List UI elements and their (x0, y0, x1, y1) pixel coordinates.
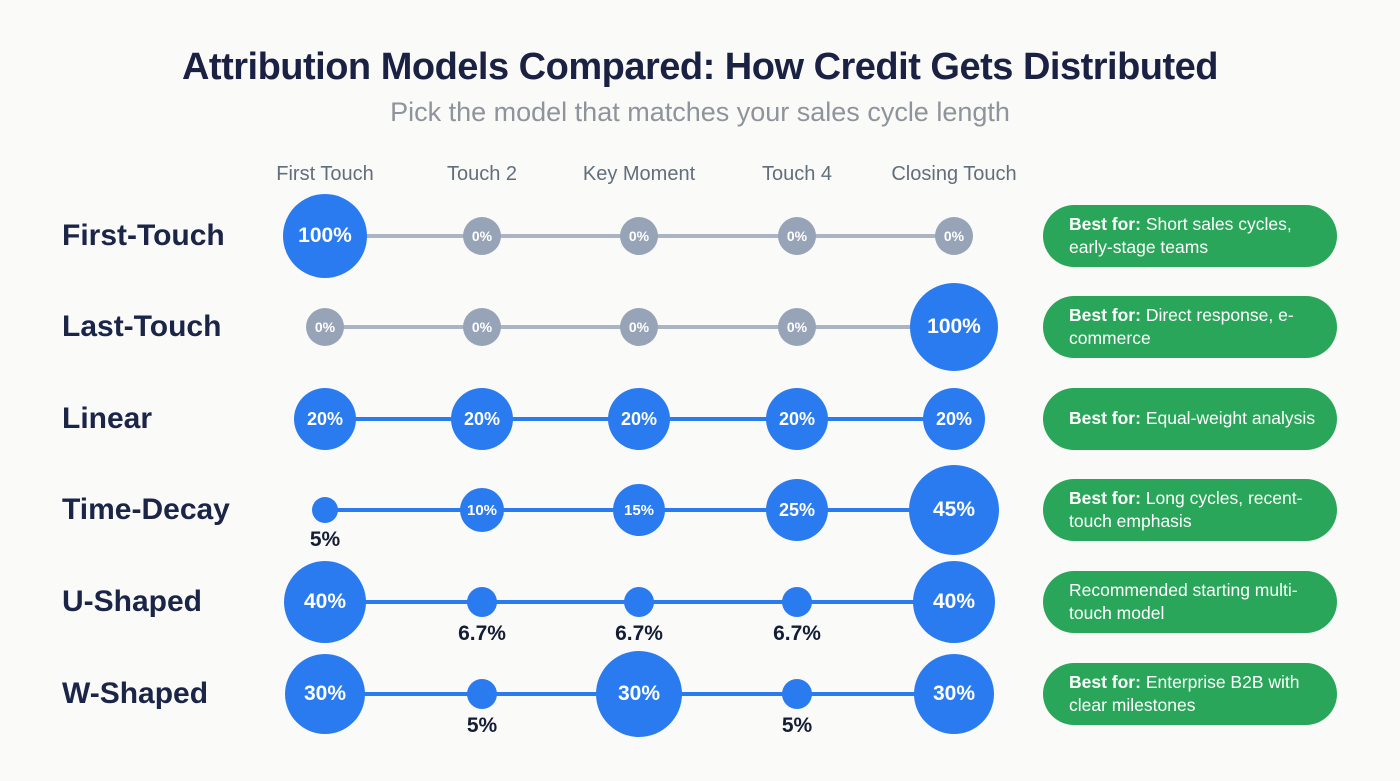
badge-text: Best for: Short sales cycles, early-stag… (1069, 213, 1292, 257)
bubble-value-label: 6.7% (458, 622, 506, 645)
model-row-label: U-Shaped (62, 585, 203, 618)
touchpoint-header: First Touch (276, 163, 374, 185)
badge-text: Best for: Long cycles, recent-touch emph… (1069, 487, 1303, 531)
bubble-value-label: 6.7% (615, 622, 663, 645)
touchpoint-header: Touch 4 (761, 163, 833, 185)
credit-bubble: 30% (285, 654, 365, 734)
credit-bubble: 20% (294, 388, 356, 450)
badge-text: Best for: Equal-weight analysis (1069, 408, 1316, 429)
credit-bubble (624, 587, 654, 617)
bubble-value-label: 6.7% (773, 622, 821, 645)
credit-bubble: 0% (306, 308, 344, 346)
bubble-value-label: 5% (466, 714, 498, 737)
credit-bubble: 0% (463, 217, 501, 255)
credit-bubble: 0% (778, 308, 816, 346)
credit-bubble: 20% (451, 388, 513, 450)
model-row-label: Linear (62, 402, 153, 435)
credit-bubble: 15% (613, 484, 665, 536)
credit-bubble (467, 587, 497, 617)
best-for-badge: Best for: Enterprise B2B with clear mile… (1043, 663, 1337, 725)
best-for-badge: Best for: Equal-weight analysis (1043, 388, 1337, 450)
credit-bubble (782, 679, 812, 709)
credit-bubble: 10% (460, 488, 504, 532)
best-for-badge: Best for: Long cycles, recent-touch emph… (1043, 479, 1337, 541)
credit-bubble: 20% (766, 388, 828, 450)
page-title: Attribution Models Compared: How Credit … (181, 46, 1219, 88)
touchpoint-header: Closing Touch (891, 163, 1017, 185)
credit-bubble: 0% (935, 217, 973, 255)
credit-bubble: 100% (910, 283, 998, 371)
badge-text: Best for: Direct response, e-commerce (1069, 304, 1294, 348)
page-subtitle: Pick the model that matches your sales c… (390, 97, 1010, 127)
credit-bubble: 40% (284, 561, 366, 643)
model-row-label: First-Touch (62, 219, 225, 252)
credit-bubble: 0% (463, 308, 501, 346)
badge-text: Recommended starting multi-touch model (1069, 579, 1298, 623)
credit-bubble: 30% (914, 654, 994, 734)
touchpoint-header: Touch 2 (446, 163, 518, 185)
model-row-label: Time-Decay (62, 493, 230, 526)
best-for-badge: Best for: Direct response, e-commerce (1043, 296, 1337, 358)
model-row-label: W-Shaped (62, 677, 209, 710)
best-for-badge: Recommended starting multi-touch model (1043, 571, 1337, 633)
credit-bubble (312, 497, 338, 523)
credit-bubble: 0% (778, 217, 816, 255)
credit-bubble: 100% (283, 194, 367, 278)
credit-bubble: 0% (620, 308, 658, 346)
credit-bubble (782, 587, 812, 617)
bubble-value-label: 5% (781, 714, 813, 737)
credit-bubble: 20% (923, 388, 985, 450)
touchpoint-header: Key Moment (582, 163, 696, 185)
credit-bubble: 0% (620, 217, 658, 255)
model-row-label: Last-Touch (62, 310, 222, 343)
credit-bubble: 25% (766, 479, 828, 541)
credit-bubble: 20% (608, 388, 670, 450)
badge-text: Best for: Enterprise B2B with clear mile… (1069, 671, 1300, 715)
credit-bubble: 30% (596, 651, 682, 737)
best-for-badge: Best for: Short sales cycles, early-stag… (1043, 205, 1337, 267)
bubble-value-label: 5% (309, 528, 341, 551)
credit-bubble: 40% (913, 561, 995, 643)
credit-bubble: 45% (909, 465, 999, 555)
credit-bubble (467, 679, 497, 709)
